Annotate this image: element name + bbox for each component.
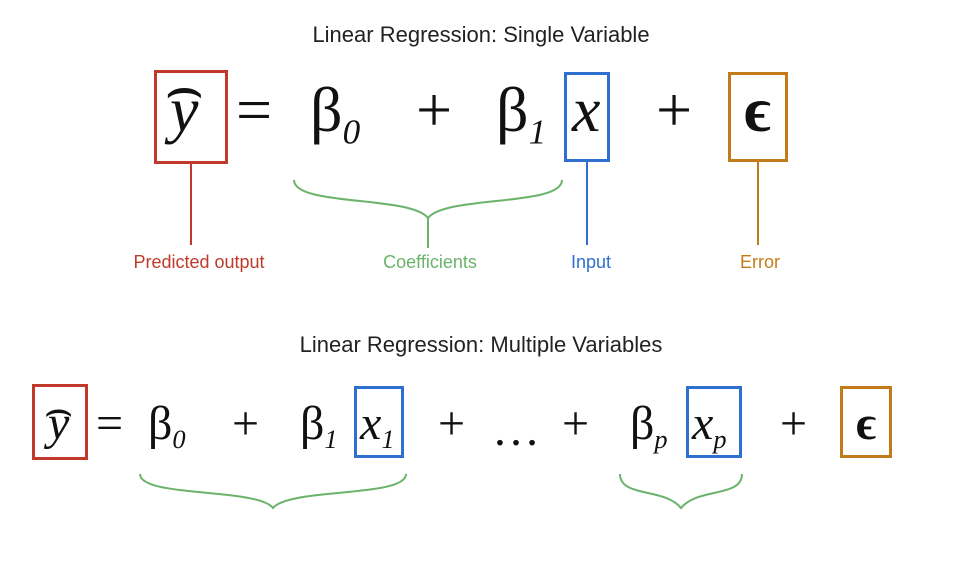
- section2-connectors: [0, 0, 962, 574]
- diagram-canvas: Linear Regression: Single Variable ⌢y = …: [0, 0, 962, 574]
- plus3-multi: +: [562, 400, 589, 448]
- plus1-multi: +: [232, 400, 259, 448]
- x-term-single: x: [572, 78, 600, 142]
- plus2-single: +: [656, 78, 692, 142]
- yhat-term-single: ⌢y: [170, 78, 198, 142]
- plus4-multi: +: [780, 400, 807, 448]
- epsilon-term-single: ϵ: [744, 78, 771, 142]
- beta0-single: β0: [310, 78, 360, 150]
- beta1-single: β1: [496, 78, 546, 150]
- beta0-multi: β0: [148, 400, 186, 453]
- section1-title: Linear Regression: Single Variable: [0, 22, 962, 48]
- yhat-term-multi: ⌢y: [48, 400, 69, 448]
- ellipsis-multi: …: [492, 406, 540, 454]
- beta1-multi: β1: [300, 400, 338, 453]
- betap-multi: βp: [630, 400, 668, 453]
- x1-term-multi: x1: [360, 400, 395, 453]
- section2-title: Linear Regression: Multiple Variables: [0, 332, 962, 358]
- error-label: Error: [730, 252, 790, 273]
- xp-term-multi: xp: [692, 400, 727, 453]
- coefficients-label: Coefficients: [350, 252, 510, 273]
- epsilon-term-multi: ϵ: [856, 400, 876, 448]
- equals-multi: =: [96, 400, 123, 448]
- input-label: Input: [556, 252, 626, 273]
- plus1-single: +: [416, 78, 452, 142]
- equals-single: =: [236, 78, 272, 142]
- predicted-output-label: Predicted output: [124, 252, 274, 273]
- plus2-multi: +: [438, 400, 465, 448]
